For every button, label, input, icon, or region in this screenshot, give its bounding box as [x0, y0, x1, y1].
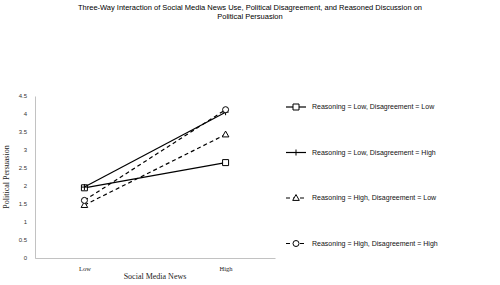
series — [81, 109, 228, 190]
legend-marker — [293, 104, 299, 110]
marker — [81, 184, 87, 190]
tick-label: High — [220, 265, 234, 272]
legend-item: Reasoning = Low, Disagreement = Low — [286, 103, 435, 111]
legend-marker — [293, 150, 299, 156]
legend: Reasoning = Low, Disagreement = Low Reaso… — [286, 103, 438, 248]
tick-label: 2 — [24, 183, 28, 189]
x-axis: Low High — [36, 258, 276, 272]
series — [81, 131, 229, 207]
marker — [223, 107, 229, 113]
x-axis-title: Social Media News — [124, 272, 187, 281]
tick-label: 1.5 — [19, 201, 28, 207]
tick: 3.5 — [19, 129, 35, 135]
series-line — [84, 135, 225, 206]
legend-label: Reasoning = Low, Disagreement = High — [312, 149, 436, 157]
marker — [223, 160, 229, 166]
series — [81, 107, 228, 204]
y-axis-title: Political Persuasion — [2, 145, 11, 208]
tick: 3 — [24, 147, 35, 153]
legend-marker — [293, 241, 299, 247]
tick-label: 4 — [24, 111, 28, 117]
legend-label: Reasoning = High, Disagreement = High — [312, 240, 438, 248]
marker — [81, 197, 87, 203]
title-line: Three-Way Interaction of Social Media Ne… — [78, 3, 422, 12]
tick-label: 3.5 — [19, 129, 28, 135]
series — [81, 160, 228, 191]
series-line — [84, 110, 225, 201]
title-line: Political Persuasion — [217, 12, 282, 21]
legend-label: Reasoning = High, Disagreement = Low — [312, 194, 437, 202]
tick-label: 0.5 — [19, 237, 28, 243]
tick: 0 — [24, 255, 35, 261]
y-axis: 0 0.5 1 1.5 2 2.5 3 3.5 4 4.5 — [19, 93, 36, 261]
title: Three-Way Interaction of Social Media Ne… — [78, 3, 422, 21]
axis-line — [36, 258, 276, 259]
tick: 1.5 — [19, 201, 35, 207]
tick: 4 — [24, 111, 35, 117]
legend-item: Reasoning = High, Disagreement = High — [286, 240, 438, 248]
tick: 4.5 — [19, 93, 35, 99]
legend-label: Reasoning = Low, Disagreement = Low — [312, 103, 435, 111]
tick-label: Low — [79, 265, 91, 272]
marker — [222, 131, 229, 137]
tick: High — [220, 258, 234, 272]
plot-area — [81, 107, 229, 208]
legend-item: Reasoning = High, Disagreement = Low — [286, 194, 437, 202]
tick: Low — [79, 258, 91, 272]
legend-marker — [293, 195, 300, 201]
tick-label: 4.5 — [19, 93, 28, 99]
chart: Three-Way Interaction of Social Media Ne… — [0, 0, 500, 285]
tick-label: 0 — [24, 255, 28, 261]
axis-line — [35, 97, 36, 259]
tick-label: 3 — [24, 147, 28, 153]
tick: 2 — [24, 183, 35, 189]
tick: 1 — [24, 219, 35, 225]
tick-label: 2.5 — [19, 165, 28, 171]
tick: 2.5 — [19, 165, 35, 171]
legend-item: Reasoning = Low, Disagreement = High — [286, 149, 436, 157]
tick-label: 1 — [24, 219, 28, 225]
tick: 0.5 — [19, 237, 35, 243]
